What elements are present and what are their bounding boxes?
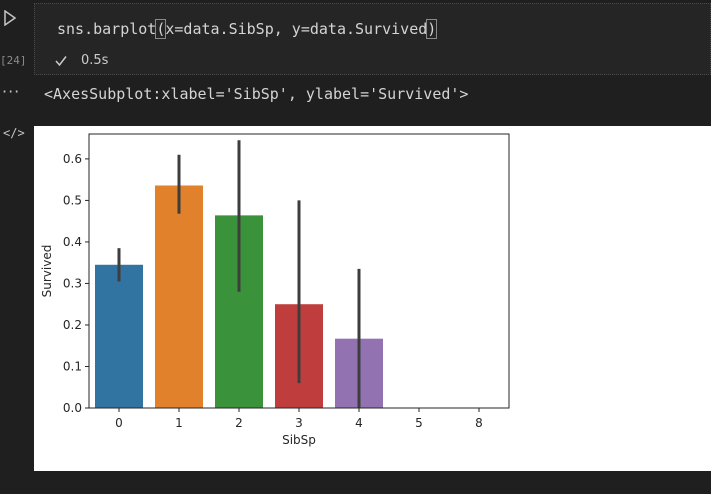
bar-chart: 0.0 0.1 0.2 0.3 0.4 0.5 0.6 0 1 2 3 4 5 8 SibSp Survive… (40, 133, 510, 447)
bar-0 (95, 264, 143, 408)
x-tick-label: 1 (175, 416, 183, 430)
code-line[interactable]: sns.barplot(x=data.SibSp, y=data.Survive… (57, 19, 438, 39)
x-tick-label: 4 (355, 416, 363, 430)
output-text: <AxesSubplot:xlabel='SibSp', ylabel='Sur… (44, 85, 469, 103)
y-axis-label: Survived (40, 245, 54, 298)
x-tick-label: 2 (235, 416, 243, 430)
code-icon[interactable]: </> (3, 126, 25, 140)
y-tick-label: 0.6 (63, 152, 82, 166)
paren-open: ( (155, 19, 167, 39)
y-tick-label: 0.2 (63, 318, 82, 332)
x-tick-label: 0 (115, 416, 123, 430)
code-cell[interactable]: sns.barplot(x=data.SibSp, y=data.Survive… (34, 3, 711, 75)
paren-close: ) (426, 19, 438, 39)
cell-status: 0.5s (55, 53, 108, 68)
bar-1 (155, 185, 203, 408)
plot-output: 0.0 0.1 0.2 0.3 0.4 0.5 0.6 0 1 2 3 4 5 8 SibSp Survive… (34, 126, 711, 471)
code-arguments: x=data.SibSp, y=data.Survived (165, 20, 428, 38)
x-tick-label: 5 (415, 416, 423, 430)
x-tick-label: 3 (295, 416, 303, 430)
ellipsis-icon[interactable]: ··· (2, 82, 21, 101)
x-tick-label: 8 (475, 416, 483, 430)
y-tick-label: 0.3 (63, 276, 82, 290)
y-tick-label: 0.0 (63, 401, 82, 415)
execution-duration: 0.5s (81, 53, 109, 68)
run-triangle-icon[interactable] (3, 9, 17, 30)
checkmark-icon (55, 55, 67, 67)
y-tick-label: 0.4 (63, 235, 82, 249)
execution-count: [24] (0, 54, 27, 67)
y-tick-label: 0.5 (63, 193, 82, 207)
x-axis-label: SibSp (282, 433, 316, 447)
code-function: sns.barplot (57, 20, 157, 38)
y-tick-label: 0.1 (63, 359, 82, 373)
